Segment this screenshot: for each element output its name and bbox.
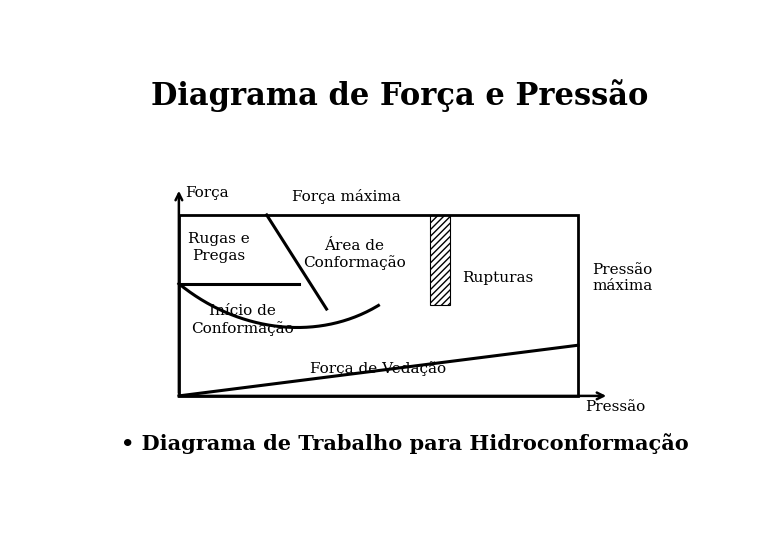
Text: Pressão: Pressão [585, 400, 645, 414]
Bar [431, 215, 450, 306]
Text: Diagrama de Força e Pressão: Diagrama de Força e Pressão [151, 79, 648, 112]
Text: • Diagrama de Trabalho para Hidroconformação: • Diagrama de Trabalho para Hidroconform… [121, 433, 689, 454]
Bar [179, 215, 578, 396]
Text: Rupturas: Rupturas [463, 271, 534, 285]
Text: Pressão
máxima: Pressão máxima [592, 263, 652, 293]
Text: Área de
Conformação: Área de Conformação [303, 239, 406, 271]
Text: Início de
Conformação: Início de Conformação [191, 304, 294, 335]
Text: Força: Força [185, 186, 229, 200]
Text: Força máxima: Força máxima [292, 189, 401, 204]
Text: Rugas e
Pregas: Rugas e Pregas [188, 232, 250, 262]
Text: Força de Vedação: Força de Vedação [310, 361, 446, 376]
